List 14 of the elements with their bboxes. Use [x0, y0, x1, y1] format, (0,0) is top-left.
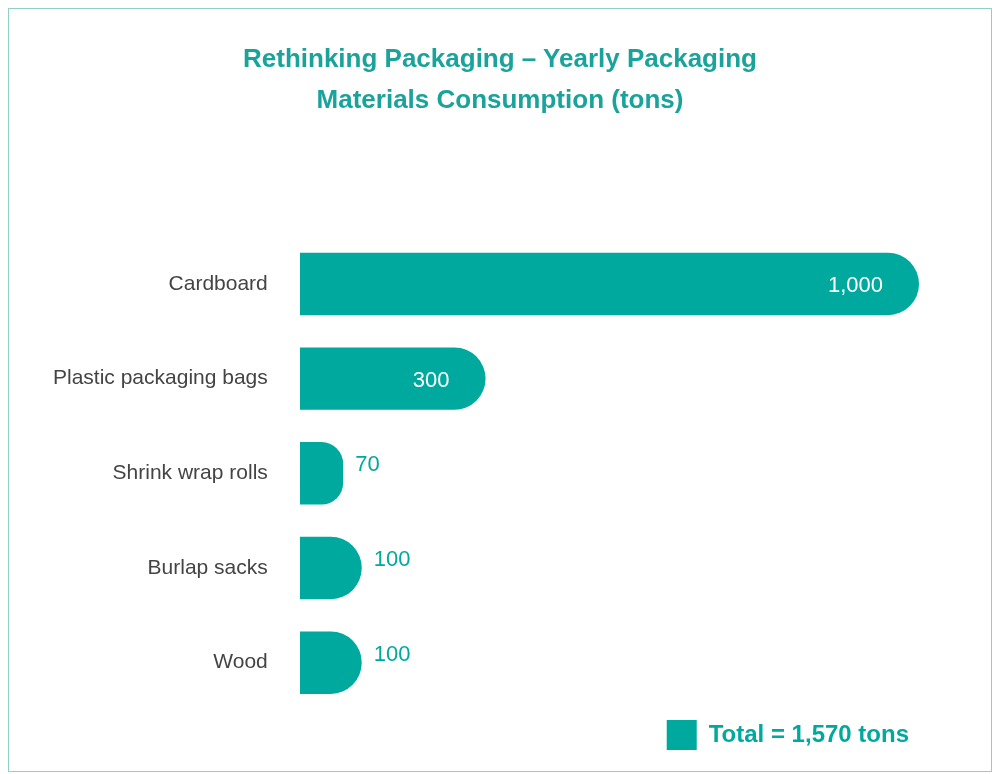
y-tick-label: Plastic packaging bags: [52, 365, 268, 389]
bar: [299, 252, 919, 316]
data-label: 1,000: [827, 272, 883, 297]
legend-label: Total = 1,570 tons: [708, 719, 910, 747]
y-tick-label: Shrink wrap rolls: [112, 460, 268, 484]
data-label: 70: [355, 451, 380, 477]
bar: [299, 347, 486, 410]
y-tick-label: Wood: [213, 649, 268, 673]
y-tick-label: Burlap sacks: [147, 554, 268, 578]
y-tick-label: Cardboard: [168, 270, 268, 294]
data-label: 100: [373, 640, 411, 666]
chart-title: Rethinking Packaging – Yearly Packaging Materials Consumption (tons): [242, 42, 758, 116]
data-label: 300: [412, 366, 450, 392]
data-label: 100: [373, 546, 411, 572]
